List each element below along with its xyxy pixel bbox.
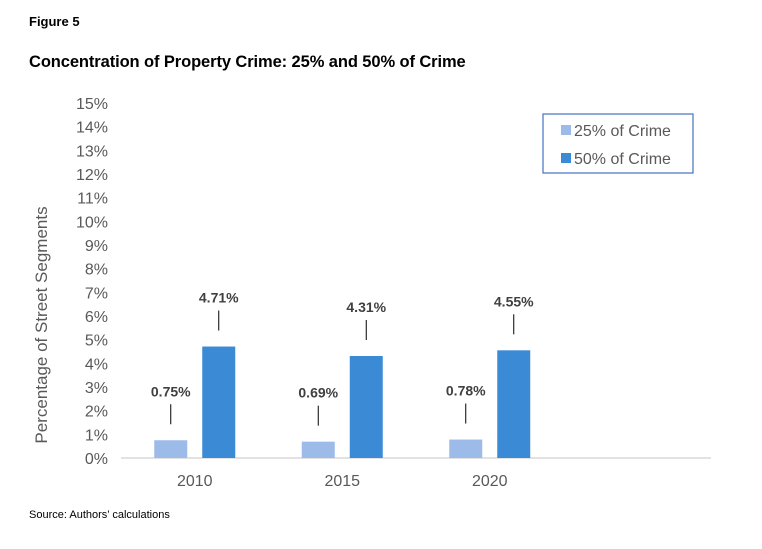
x-tick-label: 2015 [324, 473, 360, 490]
y-tick-label: 6% [85, 309, 108, 326]
legend-label-25: 25% of Crime [574, 123, 671, 140]
legend-swatch-25 [561, 125, 571, 135]
data-label: 0.75% [151, 383, 191, 399]
x-tick-label: 2010 [177, 473, 213, 490]
y-tick-label: 7% [85, 285, 108, 302]
chart-title: Concentration of Property Crime: 25% and… [29, 53, 466, 71]
bar-25-2010 [154, 440, 188, 458]
bar-25-2020 [449, 439, 483, 458]
bar-25-2015 [301, 441, 335, 458]
legend: 25% of Crime 50% of Crime [542, 113, 694, 174]
y-axis-label: Percentage of Street Segments [32, 206, 51, 443]
y-tick-label: 8% [85, 262, 108, 279]
legend-swatch-50 [561, 153, 571, 163]
x-axis-ticks: 2010 2015 2020 [177, 473, 508, 490]
y-tick-label: 1% [85, 427, 108, 444]
y-tick-label: 13% [76, 143, 108, 160]
y-tick-label: 15% [76, 96, 108, 113]
bars: 0.75% 4.71% 0.69% 4.31% 0.78% 4.55% [151, 290, 534, 458]
y-axis-ticks: 0% 1% 2% 3% 4% 5% 6% 7% 8% 9% 10% 11% 12% 13% 14% 15% [76, 96, 108, 468]
y-tick-label: 5% [85, 333, 108, 350]
source-note: Source: Authors’ calculations [29, 509, 170, 521]
data-label: 4.31% [346, 299, 386, 315]
y-tick-label: 0% [85, 451, 108, 468]
y-tick-label: 9% [85, 238, 108, 255]
y-tick-label: 12% [76, 167, 108, 184]
data-label: 4.71% [199, 290, 239, 306]
legend-label-50: 50% of Crime [574, 151, 671, 168]
figure-label: Figure 5 [29, 14, 80, 29]
data-label: 0.78% [446, 383, 486, 399]
data-label: 4.55% [494, 293, 534, 309]
y-tick-label: 10% [76, 214, 108, 231]
y-tick-label: 14% [76, 120, 108, 137]
y-tick-label: 2% [85, 404, 108, 421]
legend-box [542, 113, 694, 174]
y-tick-label: 3% [85, 380, 108, 397]
y-tick-label: 4% [85, 356, 108, 373]
y-tick-label: 11% [77, 191, 108, 208]
x-tick-label: 2020 [472, 473, 508, 490]
bar-50-2015 [349, 355, 383, 458]
data-label: 0.69% [298, 385, 338, 401]
bar-50-2010 [202, 346, 236, 458]
bar-50-2020 [497, 350, 531, 458]
